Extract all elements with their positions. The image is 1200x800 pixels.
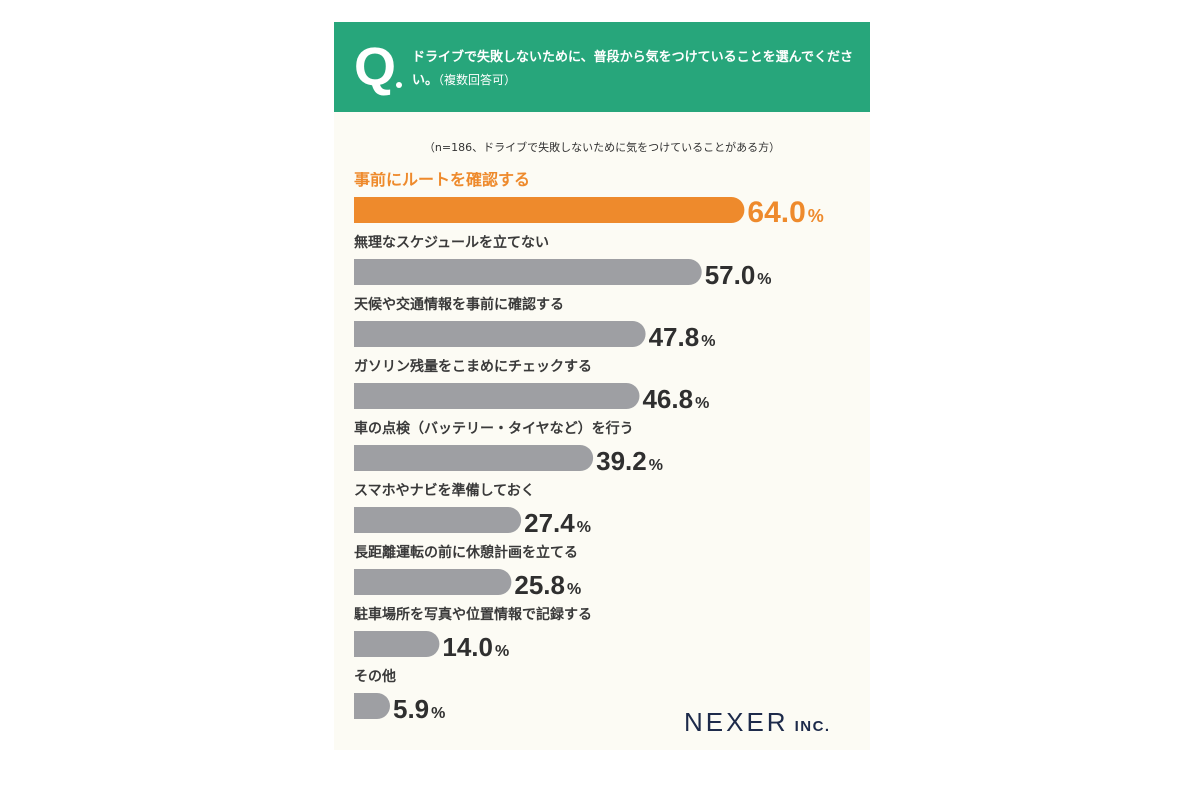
category-label: 無理なスケジュールを立てない [354,234,549,251]
value-unit: % [431,705,445,722]
bar [354,383,640,409]
value-unit: % [495,643,509,660]
value-label: 46.8% [642,384,709,414]
value-label: 57.0% [705,260,772,290]
value-label: 47.8% [649,322,716,352]
value-label: 64.0% [747,196,823,229]
sample-note: （n=186、ドライブで失敗しないために気をつけていることがある方） [423,141,781,154]
bar [354,693,390,719]
category-label: 天候や交通情報を事前に確認する [354,296,564,313]
value-label: 27.4% [524,508,591,538]
value-unit: % [701,333,715,350]
bar [354,197,745,223]
bar [354,569,512,595]
value-unit: % [567,581,581,598]
bar [354,445,594,471]
bar-chart: 事前にルートを確認する 64.0 % 無理なスケジュールを立てない 57.0 % 天候や交通… [354,172,824,724]
category-label: 事前にルートを確認する [354,172,530,189]
category-label: 駐車場所を写真や位置情報で記録する [354,606,592,623]
value-unit: % [695,395,709,412]
question-text: ドライブで失敗しないために、普段から気をつけていることを選んでください。（複数回… [412,46,862,92]
bar [354,259,702,285]
category-label: 長距離運転の前に休憩計画を立てる [354,544,578,561]
category-label: 車の点検（バッテリー・タイヤなど）を行う [354,420,634,437]
category-label: スマホやナビを準備しておく [354,482,535,499]
bar [354,631,440,657]
category-label: その他 [354,668,396,685]
value-label: 39.2% [596,446,663,476]
chart-card: Q ドライブで失敗しないために、普段から気をつけていることを選んでください。（複… [334,22,870,750]
value-label: 5.9% [393,694,445,724]
value-unit: % [577,519,591,536]
question-letter: Q [354,37,397,97]
question-body: ドライブで失敗しないために、普段から気をつけていることを選んでください。 [412,50,853,88]
question-header: Q ドライブで失敗しないために、普段から気をつけていることを選んでください。（複… [334,22,870,112]
question-dot [396,82,402,88]
value-unit: % [649,457,663,474]
value-unit: % [808,206,824,226]
nexer-logo: NEXER INC. [684,707,831,738]
category-label: ガソリン残量をこまめにチェックする [354,358,592,375]
bar [354,507,522,533]
logo-name: NEXER [684,707,789,737]
value-unit: % [757,271,771,288]
logo-suffix: INC. [794,718,831,735]
question-note: （複数回答可） [438,73,517,87]
bar [354,321,646,347]
value-label: 14.0% [442,632,509,662]
value-label: 25.8% [514,570,581,600]
